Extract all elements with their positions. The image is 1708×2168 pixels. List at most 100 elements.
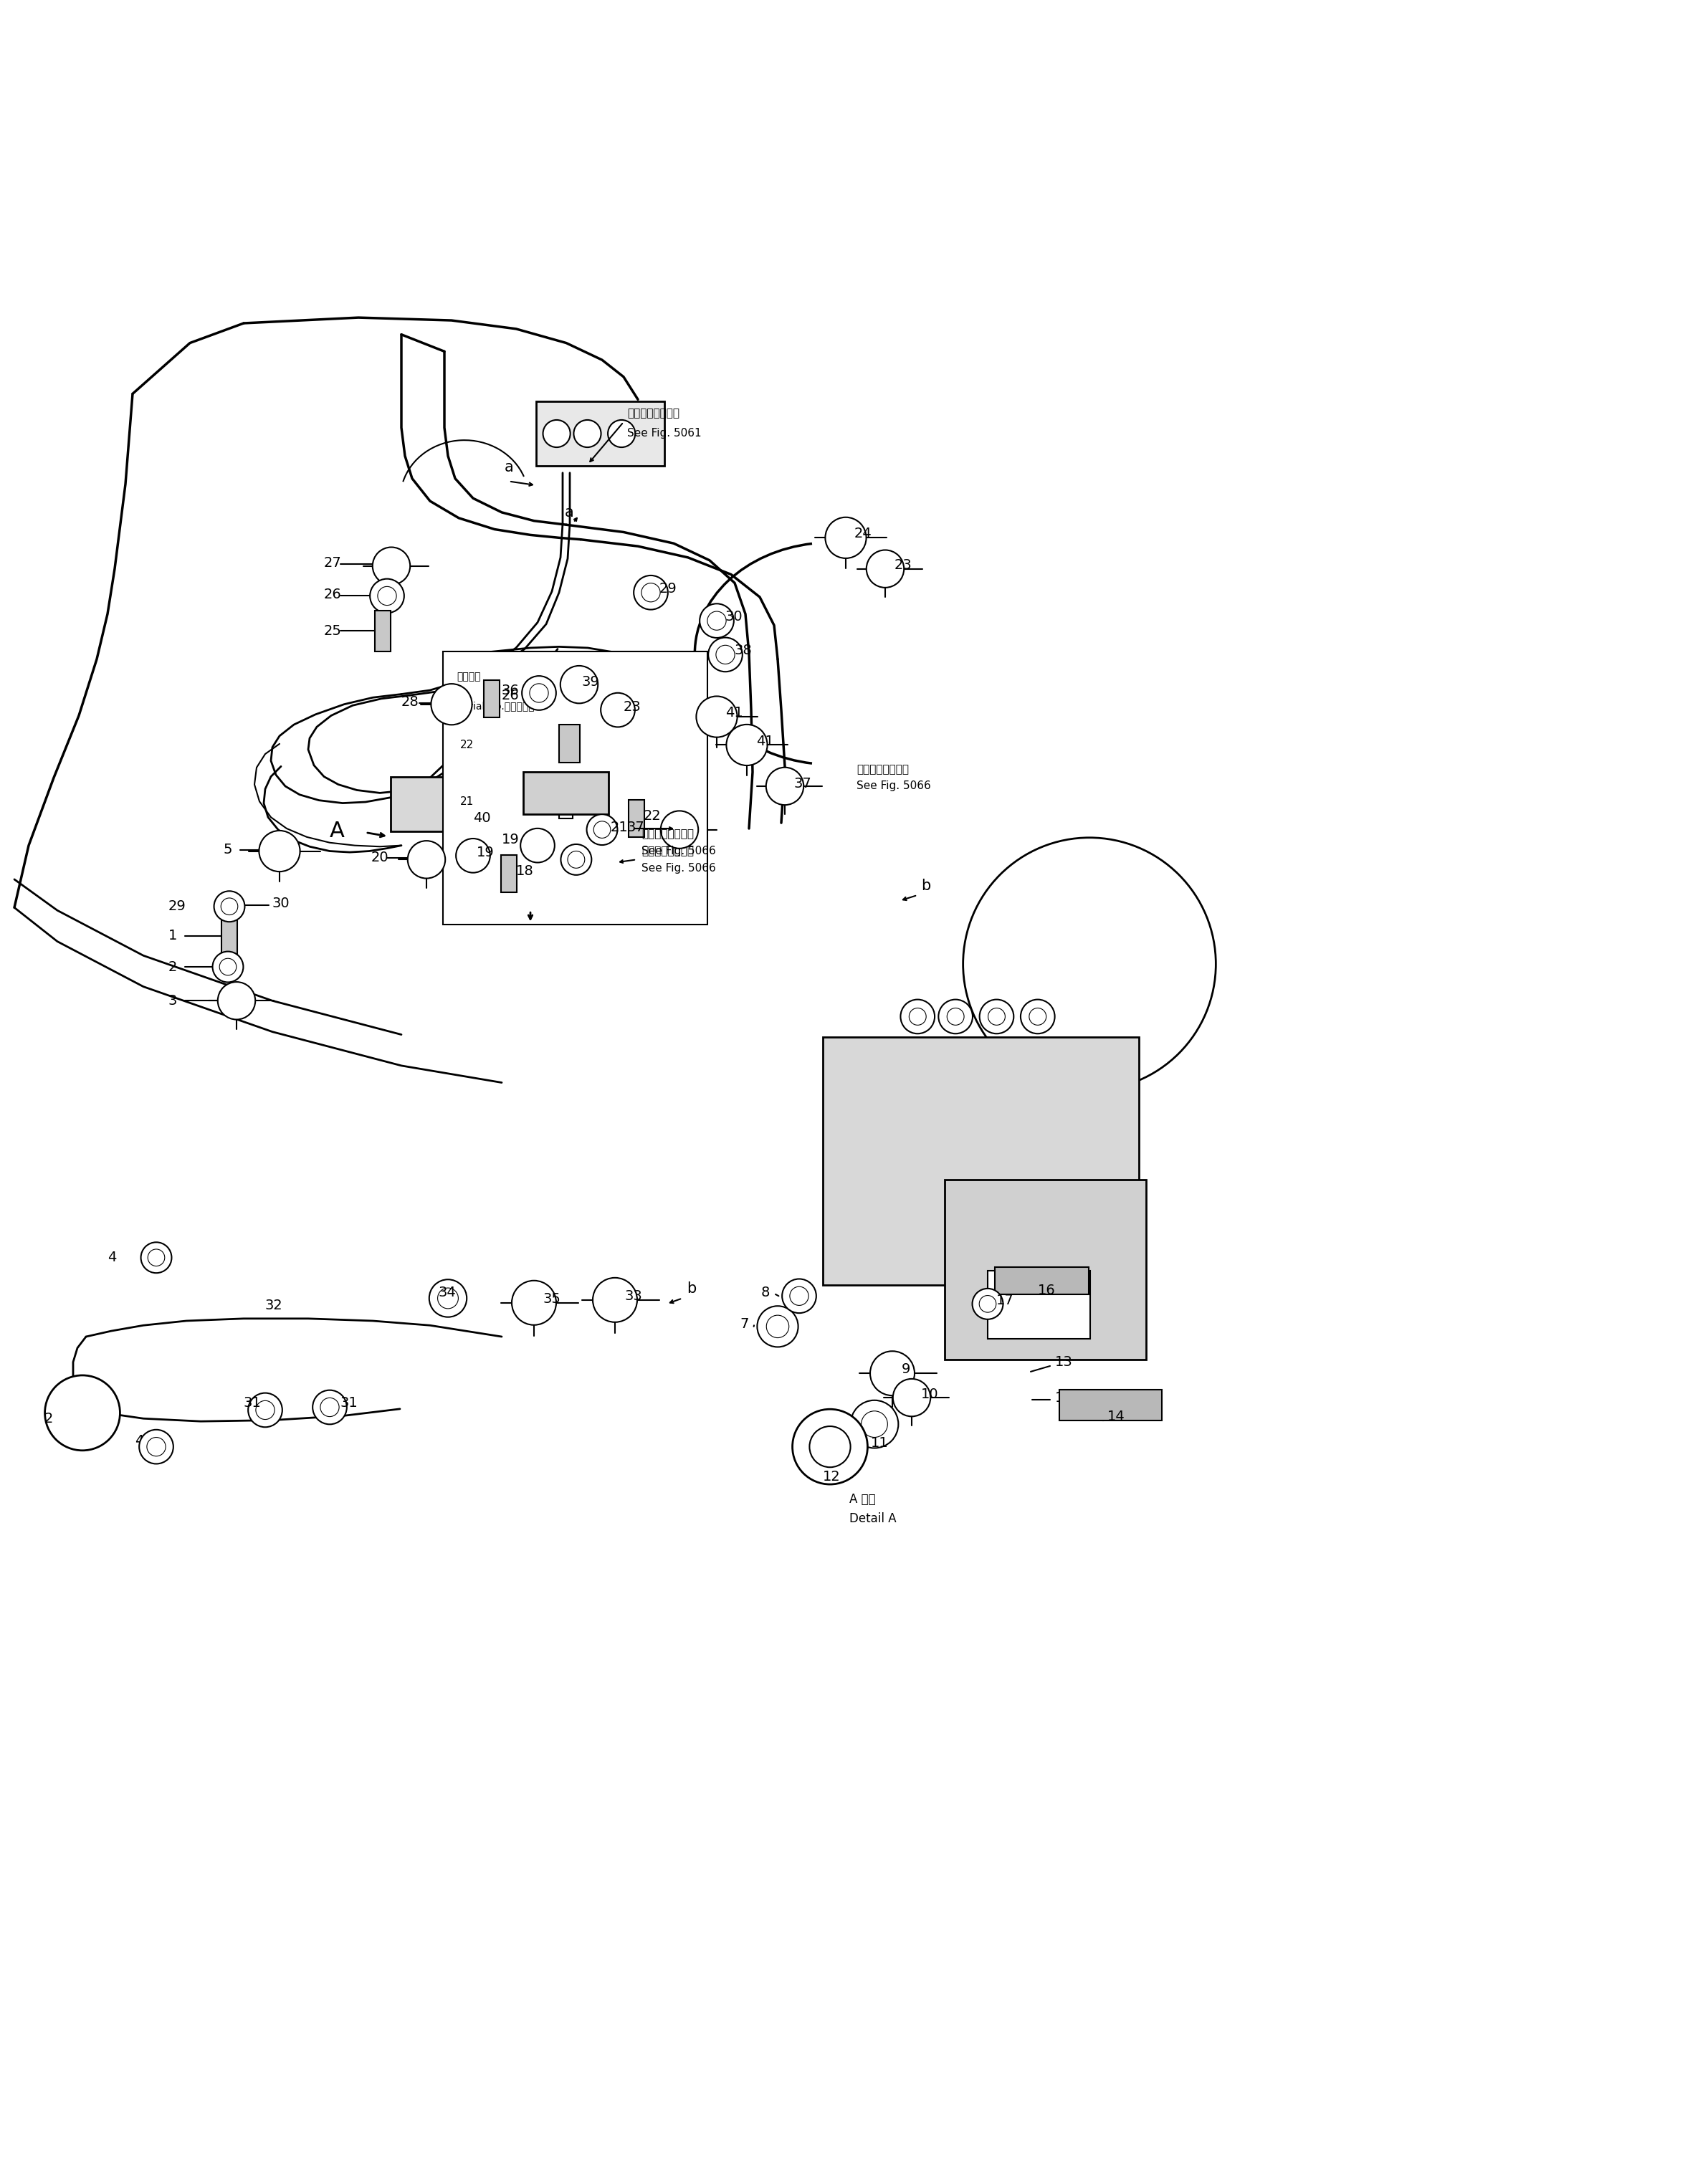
Circle shape — [408, 841, 446, 878]
Text: 4: 4 — [108, 1251, 116, 1264]
Circle shape — [963, 837, 1216, 1091]
Circle shape — [140, 1242, 171, 1273]
Circle shape — [212, 952, 243, 982]
Text: 37: 37 — [794, 776, 811, 789]
Circle shape — [642, 583, 661, 603]
Circle shape — [979, 999, 1013, 1034]
Bar — [222, 915, 237, 956]
Circle shape — [219, 958, 236, 976]
Circle shape — [851, 1401, 898, 1448]
Bar — [823, 1036, 1139, 1286]
Text: 31: 31 — [244, 1396, 261, 1409]
Text: 41: 41 — [726, 707, 743, 720]
Circle shape — [437, 1288, 458, 1309]
Text: A: A — [330, 822, 345, 841]
Circle shape — [661, 811, 699, 848]
Text: 31: 31 — [340, 1396, 359, 1409]
Bar — [994, 1266, 1088, 1294]
Circle shape — [429, 1279, 466, 1316]
Circle shape — [1021, 999, 1056, 1034]
Bar — [442, 650, 707, 924]
Text: 24: 24 — [854, 527, 873, 540]
Text: 28: 28 — [401, 696, 418, 709]
Text: 30: 30 — [726, 609, 743, 624]
Circle shape — [900, 999, 934, 1034]
Circle shape — [987, 1008, 1004, 1025]
Text: 29: 29 — [659, 581, 676, 596]
Circle shape — [909, 1008, 926, 1025]
Bar — [483, 681, 499, 718]
Bar — [523, 772, 608, 815]
Circle shape — [793, 1409, 868, 1485]
Circle shape — [567, 852, 584, 867]
Text: b: b — [921, 878, 931, 893]
Text: 7: 7 — [740, 1318, 748, 1331]
Text: 17: 17 — [996, 1294, 1015, 1307]
Circle shape — [810, 1427, 851, 1468]
Text: See Fig. 5066: See Fig. 5066 — [856, 780, 931, 791]
Circle shape — [1030, 1008, 1047, 1025]
Text: 21: 21 — [459, 796, 473, 806]
Text: 18: 18 — [516, 865, 535, 878]
Circle shape — [220, 898, 237, 915]
Bar — [376, 611, 391, 650]
Circle shape — [594, 822, 610, 839]
Text: 適用号機: 適用号機 — [456, 672, 480, 683]
Text: 第５０６２図参照: 第５０６２図参照 — [627, 408, 680, 418]
Circle shape — [377, 588, 396, 605]
Bar — [500, 854, 516, 893]
Text: Detail A: Detail A — [849, 1511, 897, 1524]
Text: 36: 36 — [502, 683, 519, 696]
Circle shape — [972, 1288, 1003, 1320]
Bar — [536, 401, 664, 466]
Text: 19: 19 — [477, 846, 494, 859]
Circle shape — [700, 603, 734, 637]
Circle shape — [456, 839, 490, 874]
Text: Serial No.　　・　～: Serial No. ・ ～ — [456, 700, 535, 711]
Bar — [391, 776, 514, 830]
Text: A 詳細: A 詳細 — [849, 1494, 876, 1507]
Text: a: a — [565, 505, 574, 520]
Text: 40: 40 — [473, 811, 490, 826]
Text: See Fig. 5066: See Fig. 5066 — [642, 863, 716, 874]
Circle shape — [248, 1394, 282, 1427]
Text: 39: 39 — [582, 674, 600, 689]
Text: 第５０６６図参照: 第５０６６図参照 — [642, 846, 693, 856]
Circle shape — [767, 1316, 789, 1338]
Circle shape — [321, 1398, 340, 1416]
Text: 26: 26 — [325, 588, 342, 601]
Text: 34: 34 — [439, 1286, 456, 1299]
Text: 23: 23 — [895, 559, 912, 572]
Text: 41: 41 — [757, 735, 774, 748]
Circle shape — [789, 1286, 808, 1305]
Circle shape — [521, 828, 555, 863]
Circle shape — [138, 1429, 173, 1463]
Circle shape — [372, 546, 410, 585]
Bar — [629, 800, 644, 837]
Circle shape — [782, 1279, 816, 1314]
Circle shape — [256, 1401, 275, 1420]
Circle shape — [938, 999, 972, 1034]
Circle shape — [574, 421, 601, 447]
Circle shape — [869, 1351, 914, 1396]
Text: See Fig. 5061: See Fig. 5061 — [627, 427, 702, 438]
Circle shape — [560, 843, 591, 876]
Text: 22: 22 — [644, 809, 661, 824]
Text: 22: 22 — [459, 739, 473, 750]
Text: 21: 21 — [611, 820, 629, 835]
Text: 第５０６６図参照: 第５０６６図参照 — [642, 828, 693, 839]
Circle shape — [634, 575, 668, 609]
Text: 35: 35 — [543, 1292, 562, 1305]
Circle shape — [313, 1390, 347, 1424]
Text: 23: 23 — [623, 700, 640, 713]
Circle shape — [149, 1249, 164, 1266]
Text: 13: 13 — [1056, 1355, 1073, 1368]
Text: See Fig. 5066: See Fig. 5066 — [642, 846, 716, 856]
Text: 3: 3 — [169, 993, 178, 1008]
Text: 33: 33 — [625, 1290, 642, 1303]
Text: 2: 2 — [44, 1411, 53, 1424]
Bar — [945, 1179, 1146, 1359]
Circle shape — [529, 683, 548, 702]
Circle shape — [697, 696, 738, 737]
Circle shape — [593, 1277, 637, 1322]
